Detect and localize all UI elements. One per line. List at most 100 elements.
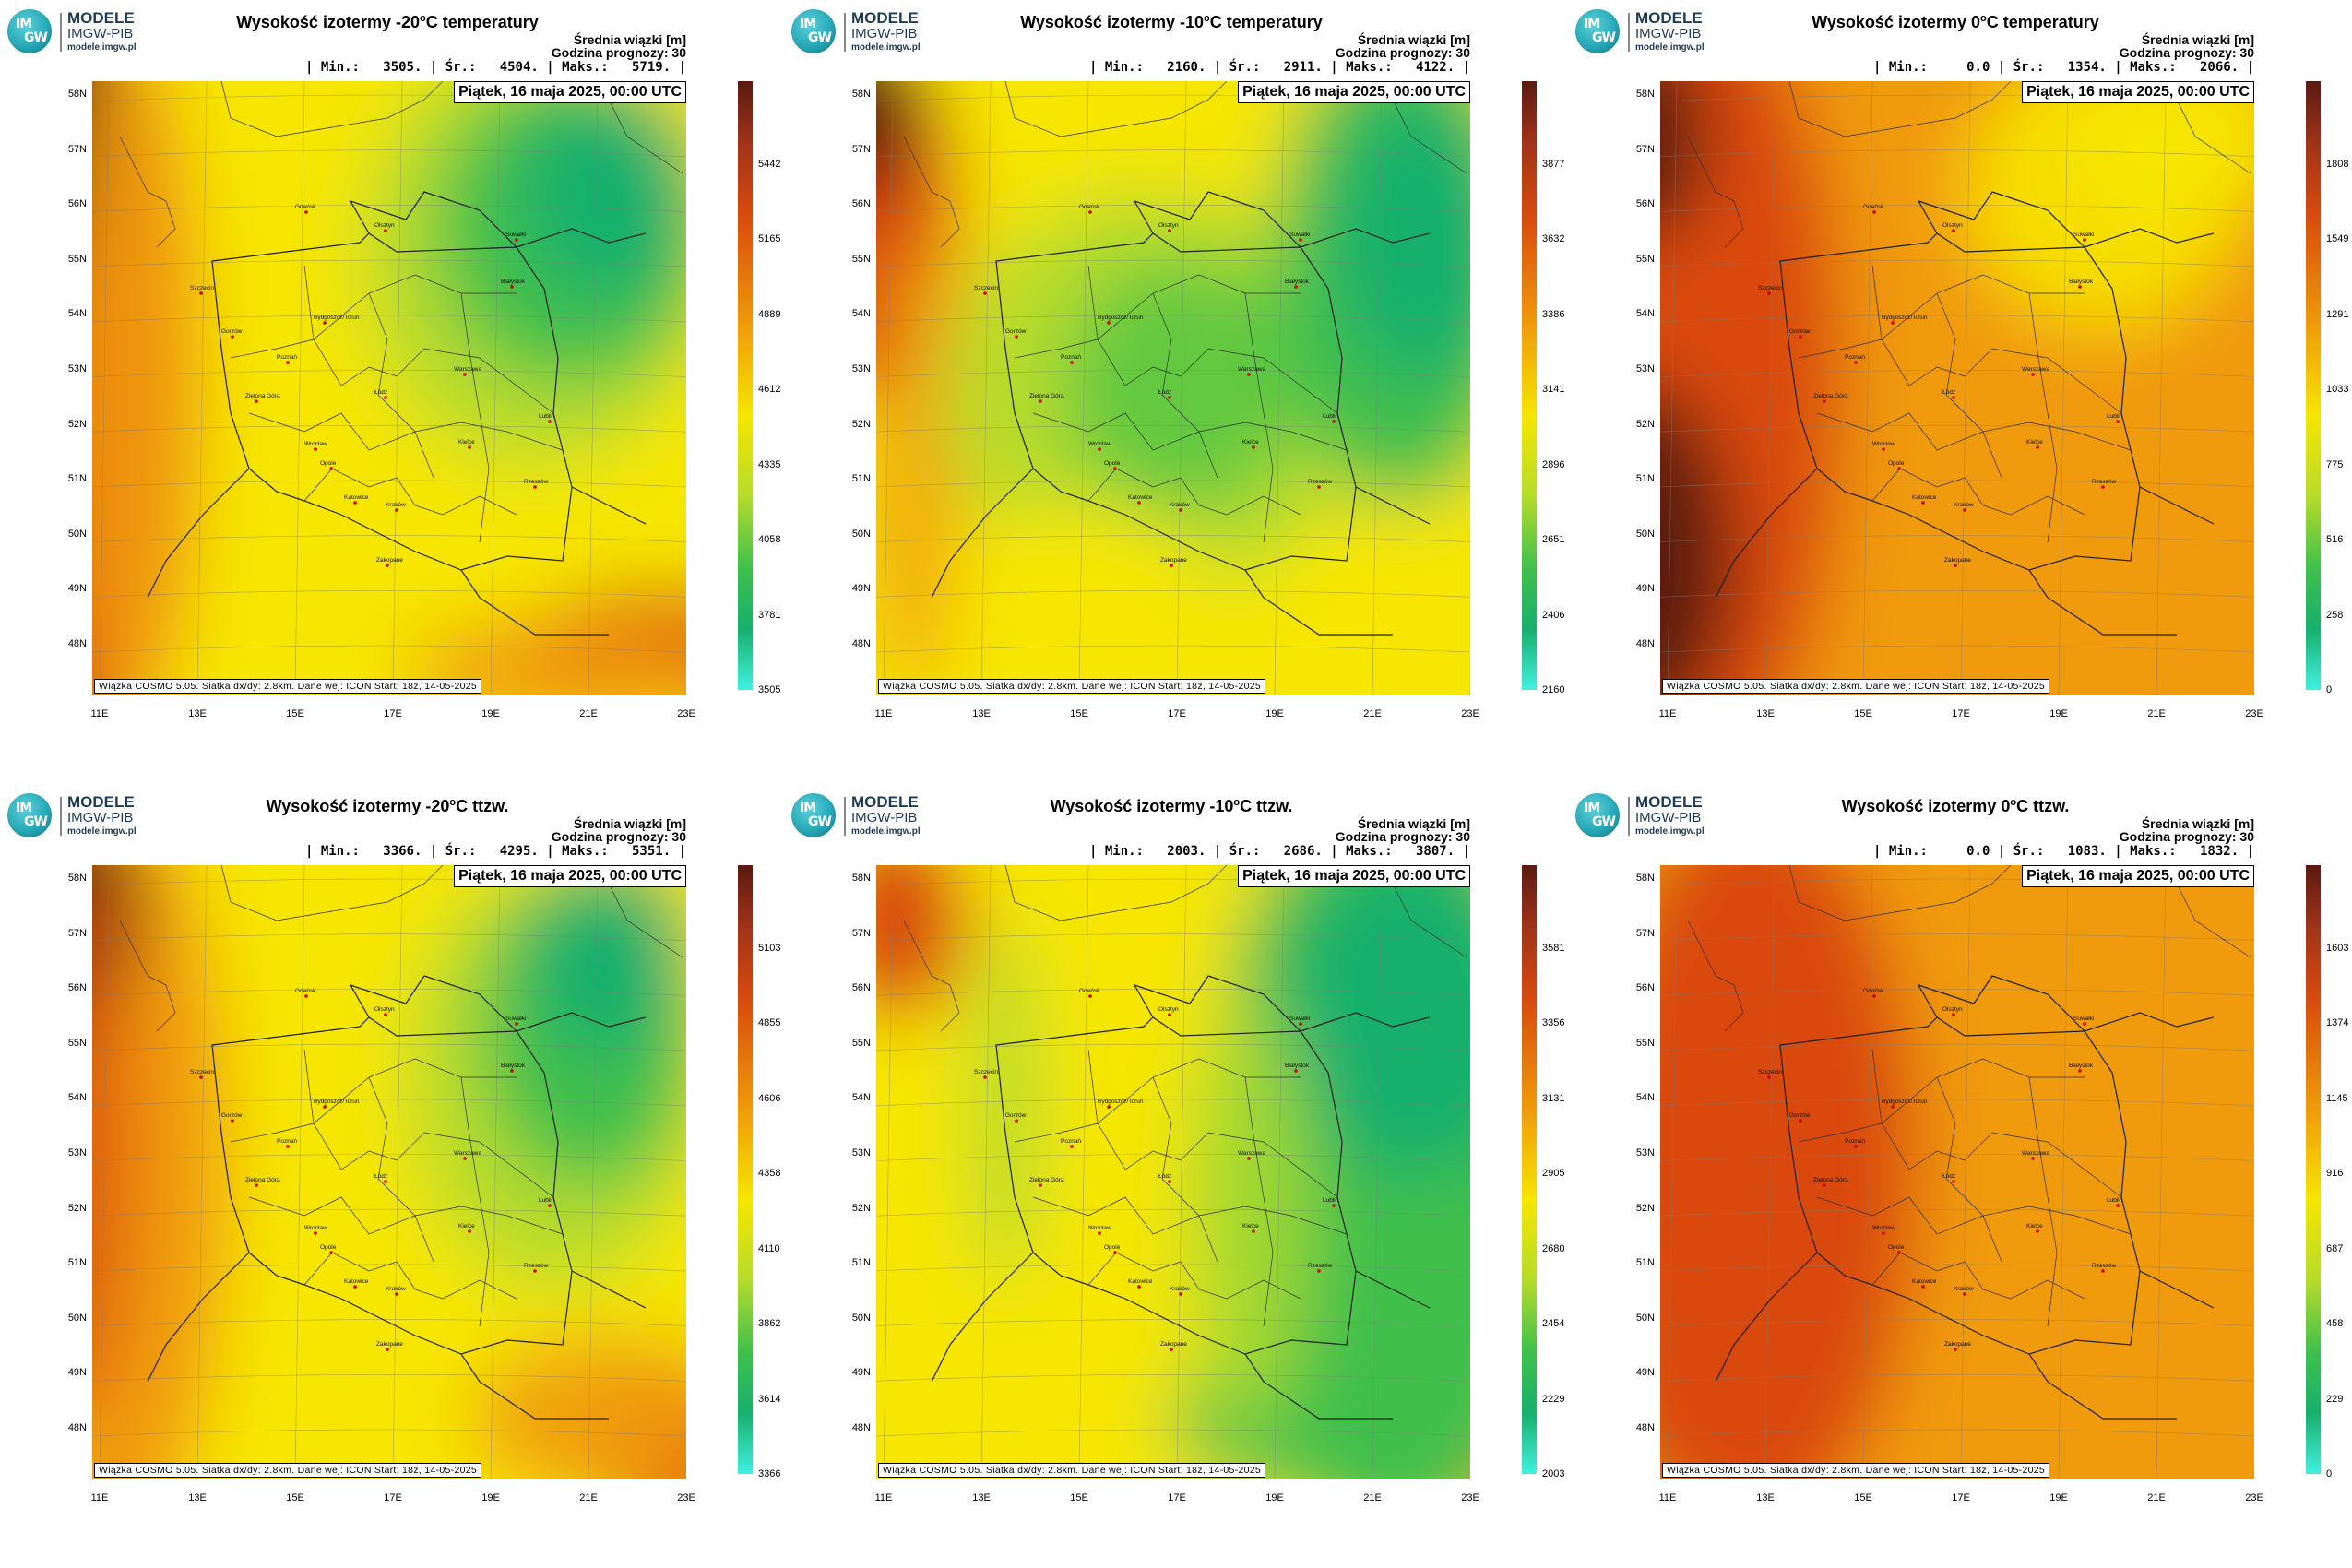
longitude-label: 15E [1854, 1492, 1872, 1503]
colorbar-tick: 3366 [758, 1468, 781, 1479]
city-marker [395, 508, 398, 512]
latitude-label: 51N [1635, 1257, 1655, 1269]
city-label: Kraków [1170, 502, 1190, 508]
colorbar-tick: 4058 [758, 534, 781, 546]
latitude-label: 55N [1635, 1037, 1655, 1049]
city-label: Szczecin [1758, 285, 1782, 291]
city-label: Kielce [2026, 1223, 2043, 1229]
stats-line: | Min.: 2003. | Śr.: 2686. | Maks.: 3807… [1088, 844, 1470, 859]
imgw-logo: IM GW MODELE IMGW-PIB modele.imgw.pl [1575, 9, 1751, 55]
latitude-label: 53N [1635, 363, 1655, 374]
city-label: Bydgoszcz/Toruń [1882, 315, 1928, 321]
city-marker [386, 1348, 389, 1351]
city-marker [1332, 1204, 1336, 1207]
city-label: Łódź [1158, 389, 1171, 396]
city-marker [1070, 1145, 1074, 1148]
date-box: Piątek, 16 maja 2025, 00:00 UTC [454, 81, 686, 103]
city-marker [533, 485, 537, 489]
city-label: Zakopane [1160, 1341, 1187, 1348]
city-label: Kielce [458, 439, 475, 445]
city-marker [1107, 321, 1111, 325]
city-label: Poznań [277, 1138, 297, 1145]
colorbar-tick: 3862 [758, 1318, 781, 1330]
city-label: Białystok [1285, 279, 1310, 285]
latitude-label: 55N [67, 253, 87, 265]
city-marker [353, 501, 357, 505]
city-label: Wrocław [1872, 441, 1895, 447]
city-label: Białystok [501, 279, 526, 285]
city-label: Bydgoszcz/Toruń [1882, 1099, 1928, 1105]
longitude-label: 23E [1461, 1492, 1479, 1503]
colorbar-tick: 2680 [1542, 1242, 1565, 1254]
isotherm-field: Gdańsk Olsztyn Suwałki Białystok Szczecin Gor… [1660, 865, 2254, 1479]
colorbar-tick: 4358 [758, 1168, 781, 1180]
city-label: Wrocław [1872, 1225, 1895, 1231]
beam-label: Średnia wiązki [m] [573, 816, 686, 831]
logo-divider [844, 13, 846, 52]
latitude-label: 49N [851, 583, 871, 595]
city-label: Łódź [374, 1173, 387, 1180]
city-marker [1317, 485, 1321, 489]
latitude-label: 48N [1635, 638, 1655, 649]
latitude-label: 50N [67, 1312, 87, 1324]
city-marker [314, 447, 317, 451]
city-marker [983, 1075, 987, 1079]
longitude-label: 21E [579, 708, 598, 719]
latitude-label: 51N [67, 1257, 87, 1269]
city-marker [510, 285, 514, 289]
city-label: Suwałki [1289, 1016, 1310, 1022]
city-marker [329, 1251, 333, 1254]
city-label: Warszawa [454, 1150, 481, 1157]
city-marker [255, 1183, 258, 1187]
city-label: Lublin [2107, 1197, 2123, 1204]
city-label: Poznań [1845, 354, 1865, 361]
city-marker [2116, 420, 2120, 423]
longitude-label: 15E [286, 1492, 304, 1503]
city-label: Zielona Góra [1029, 1177, 1064, 1183]
city-marker [1952, 229, 1955, 232]
latitude-label: 56N [851, 198, 871, 210]
logo-line2: IMGW-PIB [851, 810, 918, 826]
imgw-logo: IM GW MODELE IMGW-PIB modele.imgw.pl [791, 793, 967, 839]
city-label: Warszawa [454, 366, 481, 373]
latitude-label: 48N [67, 638, 87, 649]
longitude-label: 19E [2049, 1492, 2068, 1503]
city-marker [1098, 447, 1101, 451]
longitude-label: 17E [384, 1492, 402, 1503]
city-label: Suwałki [2073, 232, 2094, 238]
isotherm-field: Gdańsk Olsztyn Suwałki Białystok Szczecin Gor… [1660, 81, 2254, 695]
logo-line2: IMGW-PIB [1635, 26, 1702, 42]
logo-line2: IMGW-PIB [67, 26, 134, 42]
stats-line: | Min.: 0.0 | Śr.: 1354. | Maks.: 2066. … [1872, 60, 2254, 75]
city-marker [533, 1269, 537, 1273]
latitude-label: 52N [1635, 1202, 1655, 1214]
longitude-label: 21E [2147, 1492, 2166, 1503]
city-label: Warszawa [1238, 1150, 1265, 1157]
city-label: Wrocław [304, 441, 327, 447]
latitude-label: 49N [67, 1367, 87, 1379]
city-label: Kraków [386, 1286, 406, 1292]
longitude-label: 17E [1952, 708, 1970, 719]
latitude-label: 48N [851, 1422, 871, 1433]
longitude-label: 11E [1658, 1492, 1677, 1503]
latitude-label: 58N [67, 89, 87, 100]
date-box: Piątek, 16 maja 2025, 00:00 UTC [2022, 81, 2254, 103]
forecast-hour: Godzina prognozy: 30 [551, 829, 686, 844]
city-label: Zakopane [376, 557, 403, 564]
longitude-label: 13E [188, 1492, 207, 1503]
city-marker [1799, 1119, 1802, 1123]
city-marker [1039, 399, 1042, 403]
beam-label: Średnia wiązki [m] [2141, 816, 2254, 831]
isotherm-field: Gdańsk Olsztyn Suwałki Białystok Szczecin Gor… [92, 81, 686, 695]
colorbar-tick: 3141 [1542, 384, 1565, 396]
city-marker [1015, 335, 1018, 339]
longitude-label: 23E [1461, 708, 1479, 719]
colorbar-tick: 5165 [758, 233, 781, 245]
city-marker [1168, 1180, 1171, 1183]
city-marker [199, 1075, 203, 1079]
colorbar-tick: 1603 [2326, 943, 2349, 954]
longitude-label: 17E [1168, 1492, 1186, 1503]
map-title: Wysokość izotermy -10oC ttzw. [1050, 797, 1293, 815]
imgw-logo: IM GW MODELE IMGW-PIB modele.imgw.pl [7, 9, 183, 55]
longitude-label: 15E [1854, 708, 1872, 719]
